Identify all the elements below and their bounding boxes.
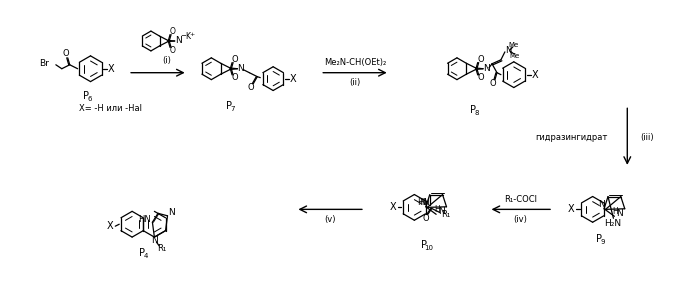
Text: K: K <box>185 32 190 41</box>
Text: O: O <box>170 27 176 36</box>
Text: O: O <box>477 73 484 82</box>
Text: X: X <box>290 74 296 84</box>
Text: HN: HN <box>417 198 430 207</box>
Text: P: P <box>595 234 602 244</box>
Text: R₁: R₁ <box>441 210 450 219</box>
Text: HN: HN <box>138 215 151 224</box>
Text: P: P <box>82 92 89 101</box>
Text: P: P <box>226 101 232 111</box>
Text: H: H <box>434 205 440 214</box>
Text: Me₂N-CH(OEt)₂: Me₂N-CH(OEt)₂ <box>324 58 386 67</box>
Text: R₁: R₁ <box>156 245 166 253</box>
Text: O: O <box>232 55 239 64</box>
Text: O: O <box>62 49 69 58</box>
Text: +: + <box>189 32 194 37</box>
Text: O: O <box>422 214 429 223</box>
Text: 4: 4 <box>144 253 148 259</box>
Text: N: N <box>597 200 604 209</box>
Text: X= -H или -Hal: X= -H или -Hal <box>79 104 142 113</box>
Text: N: N <box>237 64 244 73</box>
Text: O: O <box>247 83 253 92</box>
Text: 8: 8 <box>475 110 479 116</box>
Text: X: X <box>107 221 114 231</box>
Text: 7: 7 <box>231 106 235 112</box>
Text: 6: 6 <box>87 96 91 103</box>
Text: N: N <box>419 198 426 207</box>
Text: X: X <box>531 70 538 80</box>
Text: (v): (v) <box>325 215 336 224</box>
Text: N: N <box>175 35 182 45</box>
Text: N: N <box>505 46 511 55</box>
Text: N: N <box>483 64 489 73</box>
Text: R₁-COCl: R₁-COCl <box>504 195 537 204</box>
Text: Me: Me <box>510 53 520 59</box>
Text: O: O <box>170 46 176 55</box>
Text: N: N <box>151 236 158 245</box>
Text: X: X <box>567 204 574 214</box>
Text: N: N <box>438 207 445 216</box>
Text: P: P <box>139 248 145 258</box>
Text: O: O <box>477 55 484 64</box>
Text: (iv): (iv) <box>514 215 527 224</box>
Text: X: X <box>389 202 396 212</box>
Text: H: H <box>613 207 618 216</box>
Text: H₂N: H₂N <box>604 219 621 228</box>
Text: N: N <box>168 208 175 217</box>
Text: P: P <box>470 105 476 115</box>
Text: Me: Me <box>509 42 519 48</box>
Text: X: X <box>108 64 114 74</box>
Text: N: N <box>616 209 623 218</box>
Text: 10: 10 <box>424 245 433 251</box>
Text: гидразингидрат: гидразингидрат <box>535 132 607 142</box>
Text: O: O <box>490 79 496 88</box>
Text: (ii): (ii) <box>349 78 361 87</box>
Text: (iii): (iii) <box>640 132 654 142</box>
Text: P: P <box>422 240 427 250</box>
Text: O: O <box>232 73 239 82</box>
Text: 9: 9 <box>600 239 604 245</box>
Text: −: − <box>181 33 186 39</box>
Text: (i): (i) <box>163 56 171 65</box>
Text: Br: Br <box>39 59 49 68</box>
